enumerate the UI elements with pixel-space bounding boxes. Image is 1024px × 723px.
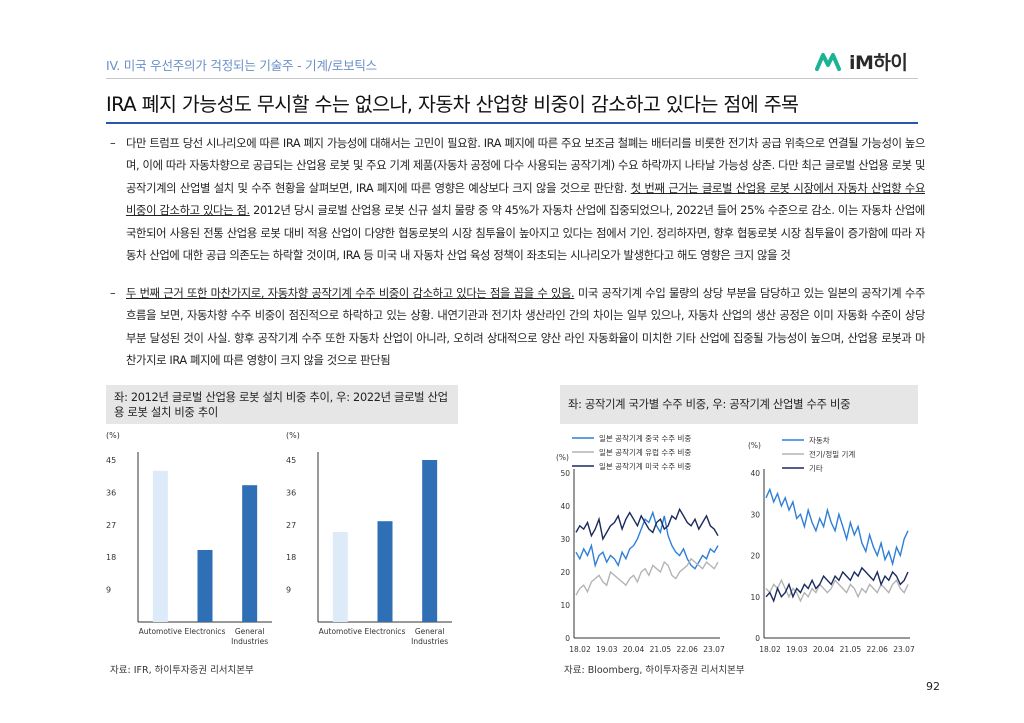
page-number: 92 bbox=[926, 680, 940, 693]
left-panel-title: 좌: 2012년 글로벌 산업용 로봇 설치 비중 추이, 우: 2022년 글… bbox=[106, 385, 458, 424]
y-tick-label: 9 bbox=[286, 586, 291, 595]
x-tick-label: 22.06 bbox=[676, 645, 698, 654]
y-tick-label: 27 bbox=[286, 521, 296, 530]
bar-general-industries bbox=[422, 460, 438, 622]
robot-install-2022-chart: (%) 9 18 27 36 45 Automotive Electronics General… bbox=[286, 431, 452, 646]
legend-label: 일본 공작기계 유럽 수주 비중 bbox=[599, 447, 691, 457]
x-tick-label: 19.03 bbox=[596, 645, 618, 654]
legend-label: 일본 공작기계 중국 수주 비중 bbox=[599, 433, 691, 443]
x-category-label: Electronics bbox=[185, 627, 226, 636]
x-category-label: General bbox=[415, 627, 445, 636]
x-tick-label: 23.07 bbox=[893, 645, 915, 654]
bullet-1-part1: 다만 트럼프 당선 시나리오에 따른 IRA 폐지 가능성에 대해서는 고민이 … bbox=[126, 137, 925, 195]
x-tick-label: 20.04 bbox=[623, 645, 645, 654]
x-tick-label: 23.07 bbox=[703, 645, 725, 654]
bullet-1-underlined: 첫 번째 근거는 글로벌 산업용 로봇 시장에서 자동차 산업향 수요 비중이 … bbox=[126, 181, 925, 218]
machine-tool-industry-chart: (%) 0 10 20 30 40 18.02 19.03 20.04 21.05 22.06 23.… bbox=[748, 436, 915, 654]
page-headline: IRA 폐지 가능성도 무시할 수는 없으나, 자동차 산업향 비중이 감소하고… bbox=[106, 93, 799, 116]
legend-label: 기타 bbox=[809, 464, 823, 473]
y-tick-label: 10 bbox=[750, 593, 760, 602]
bullet-2-part2: 미국 공작기계 수입 물량의 상당 부분을 담당하고 있는 일본의 공작기계 수… bbox=[126, 287, 925, 368]
x-tick-label: 19.03 bbox=[786, 645, 808, 654]
company-logo: iM하이 bbox=[815, 46, 908, 76]
headline-divider bbox=[106, 122, 918, 124]
y-tick-label: 50 bbox=[560, 469, 570, 478]
legend-label: 일본 공작기계 미국 수주 비중 bbox=[599, 461, 691, 471]
series-line-2 bbox=[765, 566, 909, 603]
y-tick-label: 36 bbox=[106, 488, 116, 497]
left-source: 자료: IFR, 하이투자증권 리서치본부 bbox=[110, 665, 254, 676]
y-tick-label: 20 bbox=[560, 568, 570, 577]
bar-automotive bbox=[152, 470, 168, 622]
y-tick-label: 36 bbox=[286, 488, 296, 497]
right-panel-title: 좌: 공작기계 국가별 수주 비중, 우: 공작기계 산업별 수주 비중 bbox=[560, 385, 918, 424]
y-tick-label: 30 bbox=[750, 510, 760, 519]
bar-general-industries bbox=[242, 485, 258, 622]
y-tick-label: 18 bbox=[106, 553, 116, 562]
x-tick-label: 21.05 bbox=[650, 645, 672, 654]
logo-mark-icon bbox=[815, 53, 841, 71]
robot-install-2012-chart: (%) 9 18 27 36 45 Automotive Electronics General… bbox=[106, 431, 272, 646]
y-tick-label: 40 bbox=[750, 469, 760, 478]
series-line-1 bbox=[765, 578, 909, 603]
bullet-2: – 두 번째 근거 또한 마찬가지로, 자동차향 공작기계 수주 비중이 감소하… bbox=[110, 283, 925, 373]
series-line-2 bbox=[575, 507, 719, 541]
x-tick-label: 18.02 bbox=[569, 645, 591, 654]
x-tick-label: 20.04 bbox=[813, 645, 835, 654]
y-tick-label: 9 bbox=[106, 586, 111, 595]
bullet-1-text: 다만 트럼프 당선 시나리오에 따른 IRA 폐지 가능성에 대해서는 고민이 … bbox=[110, 133, 925, 267]
bullet-dash: – bbox=[110, 137, 116, 150]
y-unit-label: (%) bbox=[106, 431, 120, 440]
x-tick-label: 22.06 bbox=[866, 645, 888, 654]
y-tick-label: 45 bbox=[106, 456, 116, 465]
right-source: 자료: Bloomberg, 하이투자증권 리서치본부 bbox=[564, 665, 745, 676]
y-tick-label: 0 bbox=[565, 634, 570, 643]
y-unit-label: (%) bbox=[556, 453, 569, 462]
x-category-label: Electronics bbox=[365, 627, 406, 636]
bullet-dash: – bbox=[110, 287, 116, 300]
legend-label: 자동차 bbox=[809, 436, 830, 445]
y-unit-label: (%) bbox=[748, 441, 761, 450]
bullet-1: – 다만 트럼프 당선 시나리오에 따른 IRA 폐지 가능성에 대해서는 고민… bbox=[110, 133, 925, 267]
bar-automotive bbox=[332, 532, 348, 622]
x-category-label: General bbox=[235, 627, 265, 636]
section-title: IV. 미국 우선주의가 걱정되는 기술주 - 기계/로보틱스 bbox=[106, 58, 377, 73]
bar-electronics bbox=[197, 550, 213, 622]
x-tick-label: 18.02 bbox=[759, 645, 781, 654]
y-tick-label: 0 bbox=[755, 634, 760, 643]
y-tick-label: 27 bbox=[106, 521, 116, 530]
x-category-label: Industries bbox=[231, 637, 268, 646]
y-unit-label: (%) bbox=[286, 431, 300, 440]
bullet-1-part2: 2012년 당시 글로벌 산업용 로봇 신규 설치 물량 중 약 45%가 자동… bbox=[126, 204, 925, 263]
legend-label: 전기/정밀 기계 bbox=[809, 449, 855, 459]
series-line-1 bbox=[575, 557, 719, 596]
series-line-0 bbox=[765, 487, 909, 567]
y-tick-label: 20 bbox=[750, 552, 760, 561]
y-tick-label: 45 bbox=[286, 456, 296, 465]
y-tick-label: 18 bbox=[286, 553, 296, 562]
header-divider bbox=[106, 78, 918, 79]
x-category-label: Industries bbox=[411, 637, 448, 646]
bullet-2-underlined: 두 번째 근거 또한 마찬가지로, 자동차향 공작기계 수주 비중이 감소하고 … bbox=[126, 287, 575, 300]
y-tick-label: 10 bbox=[560, 601, 570, 610]
bullet-2-text: 두 번째 근거 또한 마찬가지로, 자동차향 공작기계 수주 비중이 감소하고 … bbox=[110, 283, 925, 373]
x-category-label: Automotive bbox=[139, 627, 183, 636]
x-tick-label: 21.05 bbox=[840, 645, 862, 654]
x-category-label: Automotive bbox=[319, 627, 363, 636]
y-tick-label: 30 bbox=[560, 535, 570, 544]
bar-electronics bbox=[377, 521, 393, 622]
y-tick-label: 40 bbox=[560, 502, 570, 511]
machine-tool-country-chart: (%) 0 10 20 30 40 50 18.02 19.03 20.04 21.05 22.06 2… bbox=[556, 433, 725, 654]
series-line-0 bbox=[575, 510, 719, 570]
logo-text: iM하이 bbox=[849, 51, 908, 74]
